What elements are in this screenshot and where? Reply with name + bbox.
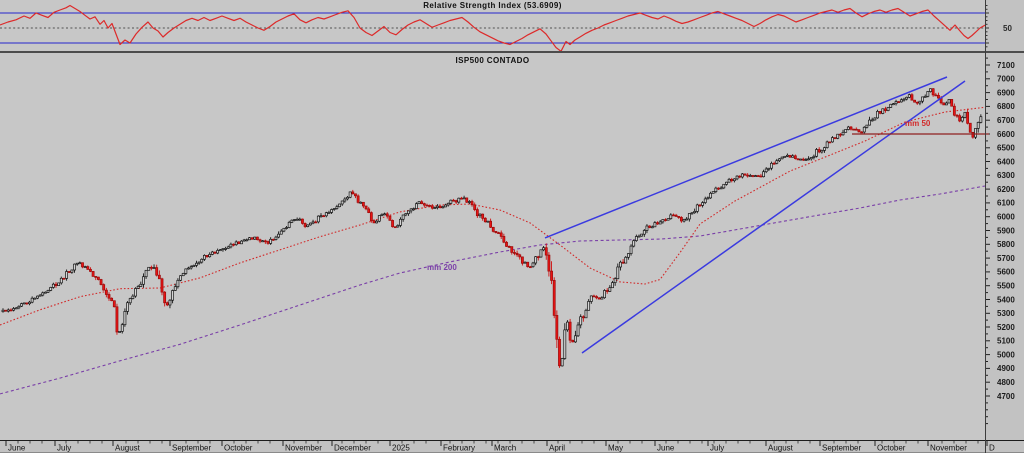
price-tick-label: 6600 xyxy=(997,130,1015,139)
panel-divider[interactable] xyxy=(0,51,1024,53)
price-tick-label: 5900 xyxy=(997,226,1015,235)
date-axis-band xyxy=(0,440,1024,453)
price-tick-label: 5000 xyxy=(997,350,1015,359)
month-label: February xyxy=(443,444,475,453)
month-label: May xyxy=(608,444,623,453)
price-tick-label: 5300 xyxy=(997,309,1015,318)
price-tick-label: 4700 xyxy=(997,392,1015,401)
price-tick-label: 5600 xyxy=(997,268,1015,277)
month-label: April xyxy=(549,444,565,453)
price-tick-label: 5200 xyxy=(997,323,1015,332)
rsi-line xyxy=(0,4,985,52)
price-axis-band xyxy=(985,0,1024,453)
ma200-line xyxy=(0,185,985,395)
price-tick-label: 5500 xyxy=(997,282,1015,291)
price-tick-label: 5800 xyxy=(997,240,1015,249)
price-tick-label: 6800 xyxy=(997,102,1015,111)
candlestick-series xyxy=(1,88,983,368)
price-tick-label: 4800 xyxy=(997,378,1015,387)
month-label: July xyxy=(710,444,724,453)
price-tick-label: 6900 xyxy=(997,88,1015,97)
price-tick-label: 6200 xyxy=(997,185,1015,194)
month-label: March xyxy=(494,444,516,453)
trendline-1[interactable] xyxy=(544,76,948,239)
month-label: November xyxy=(930,444,967,453)
month-label: August xyxy=(115,444,141,453)
month-label: June xyxy=(8,444,26,453)
ma50-line xyxy=(0,106,985,326)
price-tick-label: 5700 xyxy=(997,254,1015,263)
rsi-pane xyxy=(0,4,985,52)
price-tick-label: 7100 xyxy=(997,61,1015,70)
month-label: November xyxy=(285,444,322,453)
price-tick-label: 6400 xyxy=(997,157,1015,166)
price-tick-label: 6000 xyxy=(997,213,1015,222)
price-tick-label: 6500 xyxy=(997,144,1015,153)
month-label: June xyxy=(657,444,675,453)
rsi-axis-label-50: 50 xyxy=(1003,24,1012,33)
trendline-2[interactable] xyxy=(581,80,966,354)
month-label: July xyxy=(57,444,71,453)
month-label: December xyxy=(334,444,371,453)
price-axis-border xyxy=(985,0,986,453)
price-tick-label: 6100 xyxy=(997,199,1015,208)
price-tick-label: 6300 xyxy=(997,171,1015,180)
month-label: September xyxy=(172,444,211,453)
price-tick-label: 5100 xyxy=(997,337,1015,346)
month-label: September xyxy=(822,444,861,453)
month-label: 2025 xyxy=(392,444,410,453)
month-label: D xyxy=(989,444,995,453)
month-label: October xyxy=(224,444,253,453)
price-tick-label: 7000 xyxy=(997,75,1015,84)
price-tick-label: 4900 xyxy=(997,364,1015,373)
price-pane xyxy=(0,76,985,395)
month-label: August xyxy=(768,444,794,453)
price-tick-label: 5400 xyxy=(997,295,1015,304)
price-tick-label: 6700 xyxy=(997,116,1015,125)
month-label: October xyxy=(877,444,906,453)
